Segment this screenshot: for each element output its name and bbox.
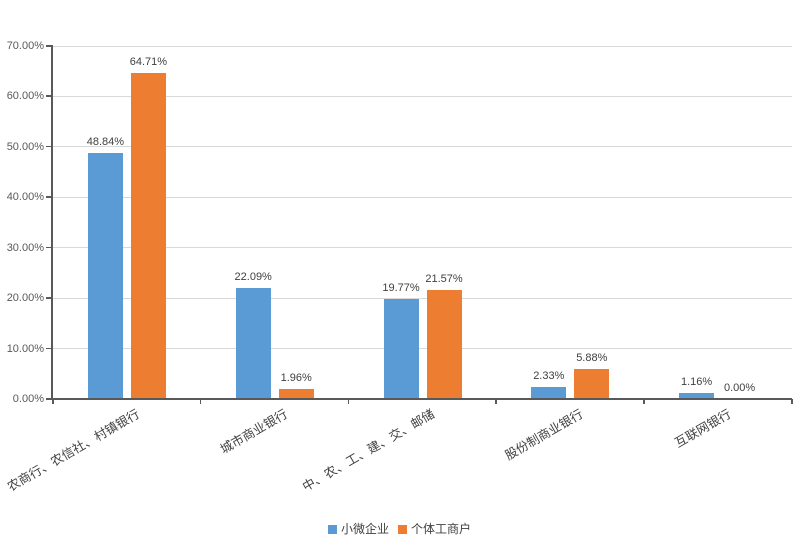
- y-axis-tick-label: 10.00%: [6, 342, 44, 355]
- x-axis-tick: [791, 399, 793, 404]
- y-axis-line: [51, 46, 53, 399]
- legend-label: 个体工商户: [411, 522, 472, 536]
- bar-series2-cat2: [278, 389, 314, 399]
- bar-value-label: 22.09%: [234, 270, 272, 283]
- y-axis-tick-label: 40.00%: [6, 191, 44, 204]
- x-axis-tick: [52, 399, 54, 404]
- y-axis-tick: [46, 297, 53, 299]
- x-axis-tick: [495, 399, 497, 404]
- bar-value-label: 19.77%: [382, 282, 420, 295]
- x-axis-label: 股份制商业银行: [502, 407, 586, 463]
- y-axis-tick-label: 60.00%: [6, 90, 44, 103]
- legend-item: 小微企业: [327, 522, 389, 537]
- x-axis-label: 中、农、工、建、交、邮储: [300, 407, 438, 495]
- x-axis-label: 农商行、农信社、村镇银行: [4, 407, 142, 495]
- y-axis-tick: [46, 45, 53, 47]
- gridline: [53, 196, 792, 198]
- x-axis-line: [51, 398, 792, 400]
- x-axis-label: 城市商业银行: [217, 407, 290, 457]
- y-axis-tick-label: 50.00%: [6, 140, 44, 153]
- x-axis-tick: [347, 399, 350, 404]
- legend-label: 小微企业: [340, 522, 389, 536]
- y-axis-tick: [46, 196, 53, 198]
- bar-value-label: 1.96%: [280, 372, 312, 385]
- x-axis-label: 互联网银行: [671, 407, 734, 451]
- x-axis-tick: [199, 399, 202, 404]
- bar-series1-cat4: [531, 387, 567, 399]
- y-axis-tick-label: 20.00%: [6, 292, 44, 305]
- gridline: [53, 348, 792, 350]
- gridline: [53, 45, 792, 47]
- y-axis-tick-label: 70.00%: [6, 40, 44, 52]
- legend-swatch: [398, 525, 407, 534]
- y-axis-tick: [46, 145, 53, 148]
- bar-series1-cat5: [679, 393, 715, 399]
- legend-item: 个体工商户: [398, 522, 471, 537]
- bar-value-label: 21.57%: [425, 273, 463, 286]
- bar-series2-cat3: [426, 290, 462, 399]
- bar-value-label: 1.16%: [680, 376, 713, 389]
- y-axis-tick: [46, 398, 53, 400]
- gridline: [53, 95, 792, 97]
- bar-value-label: 2.33%: [533, 370, 565, 383]
- bar-value-label: 5.88%: [576, 352, 608, 365]
- bar-value-label: 48.84%: [86, 135, 125, 148]
- bar-series1-cat1: [87, 152, 123, 399]
- legend-swatch: [327, 525, 337, 534]
- y-axis-tick-label: 30.00%: [6, 241, 44, 254]
- gridline: [53, 247, 792, 249]
- bar-value-label: 0.00%: [723, 382, 756, 394]
- gridline: [53, 146, 792, 148]
- x-axis-tick: [643, 399, 645, 404]
- y-axis-tick: [46, 347, 53, 350]
- chart-legend: 小微企业 个体工商户: [0, 522, 799, 537]
- gridline: [53, 297, 792, 299]
- bar-series1-cat3: [383, 299, 419, 399]
- y-axis-tick: [46, 95, 53, 97]
- bar-value-label: 64.71%: [129, 55, 168, 68]
- y-axis-tick: [46, 246, 53, 249]
- bar-series2-cat4: [574, 369, 610, 399]
- y-axis-tick-label: 0.00%: [12, 393, 44, 405]
- bar-series2-cat1: [130, 72, 166, 399]
- bar-series1-cat2: [235, 287, 271, 399]
